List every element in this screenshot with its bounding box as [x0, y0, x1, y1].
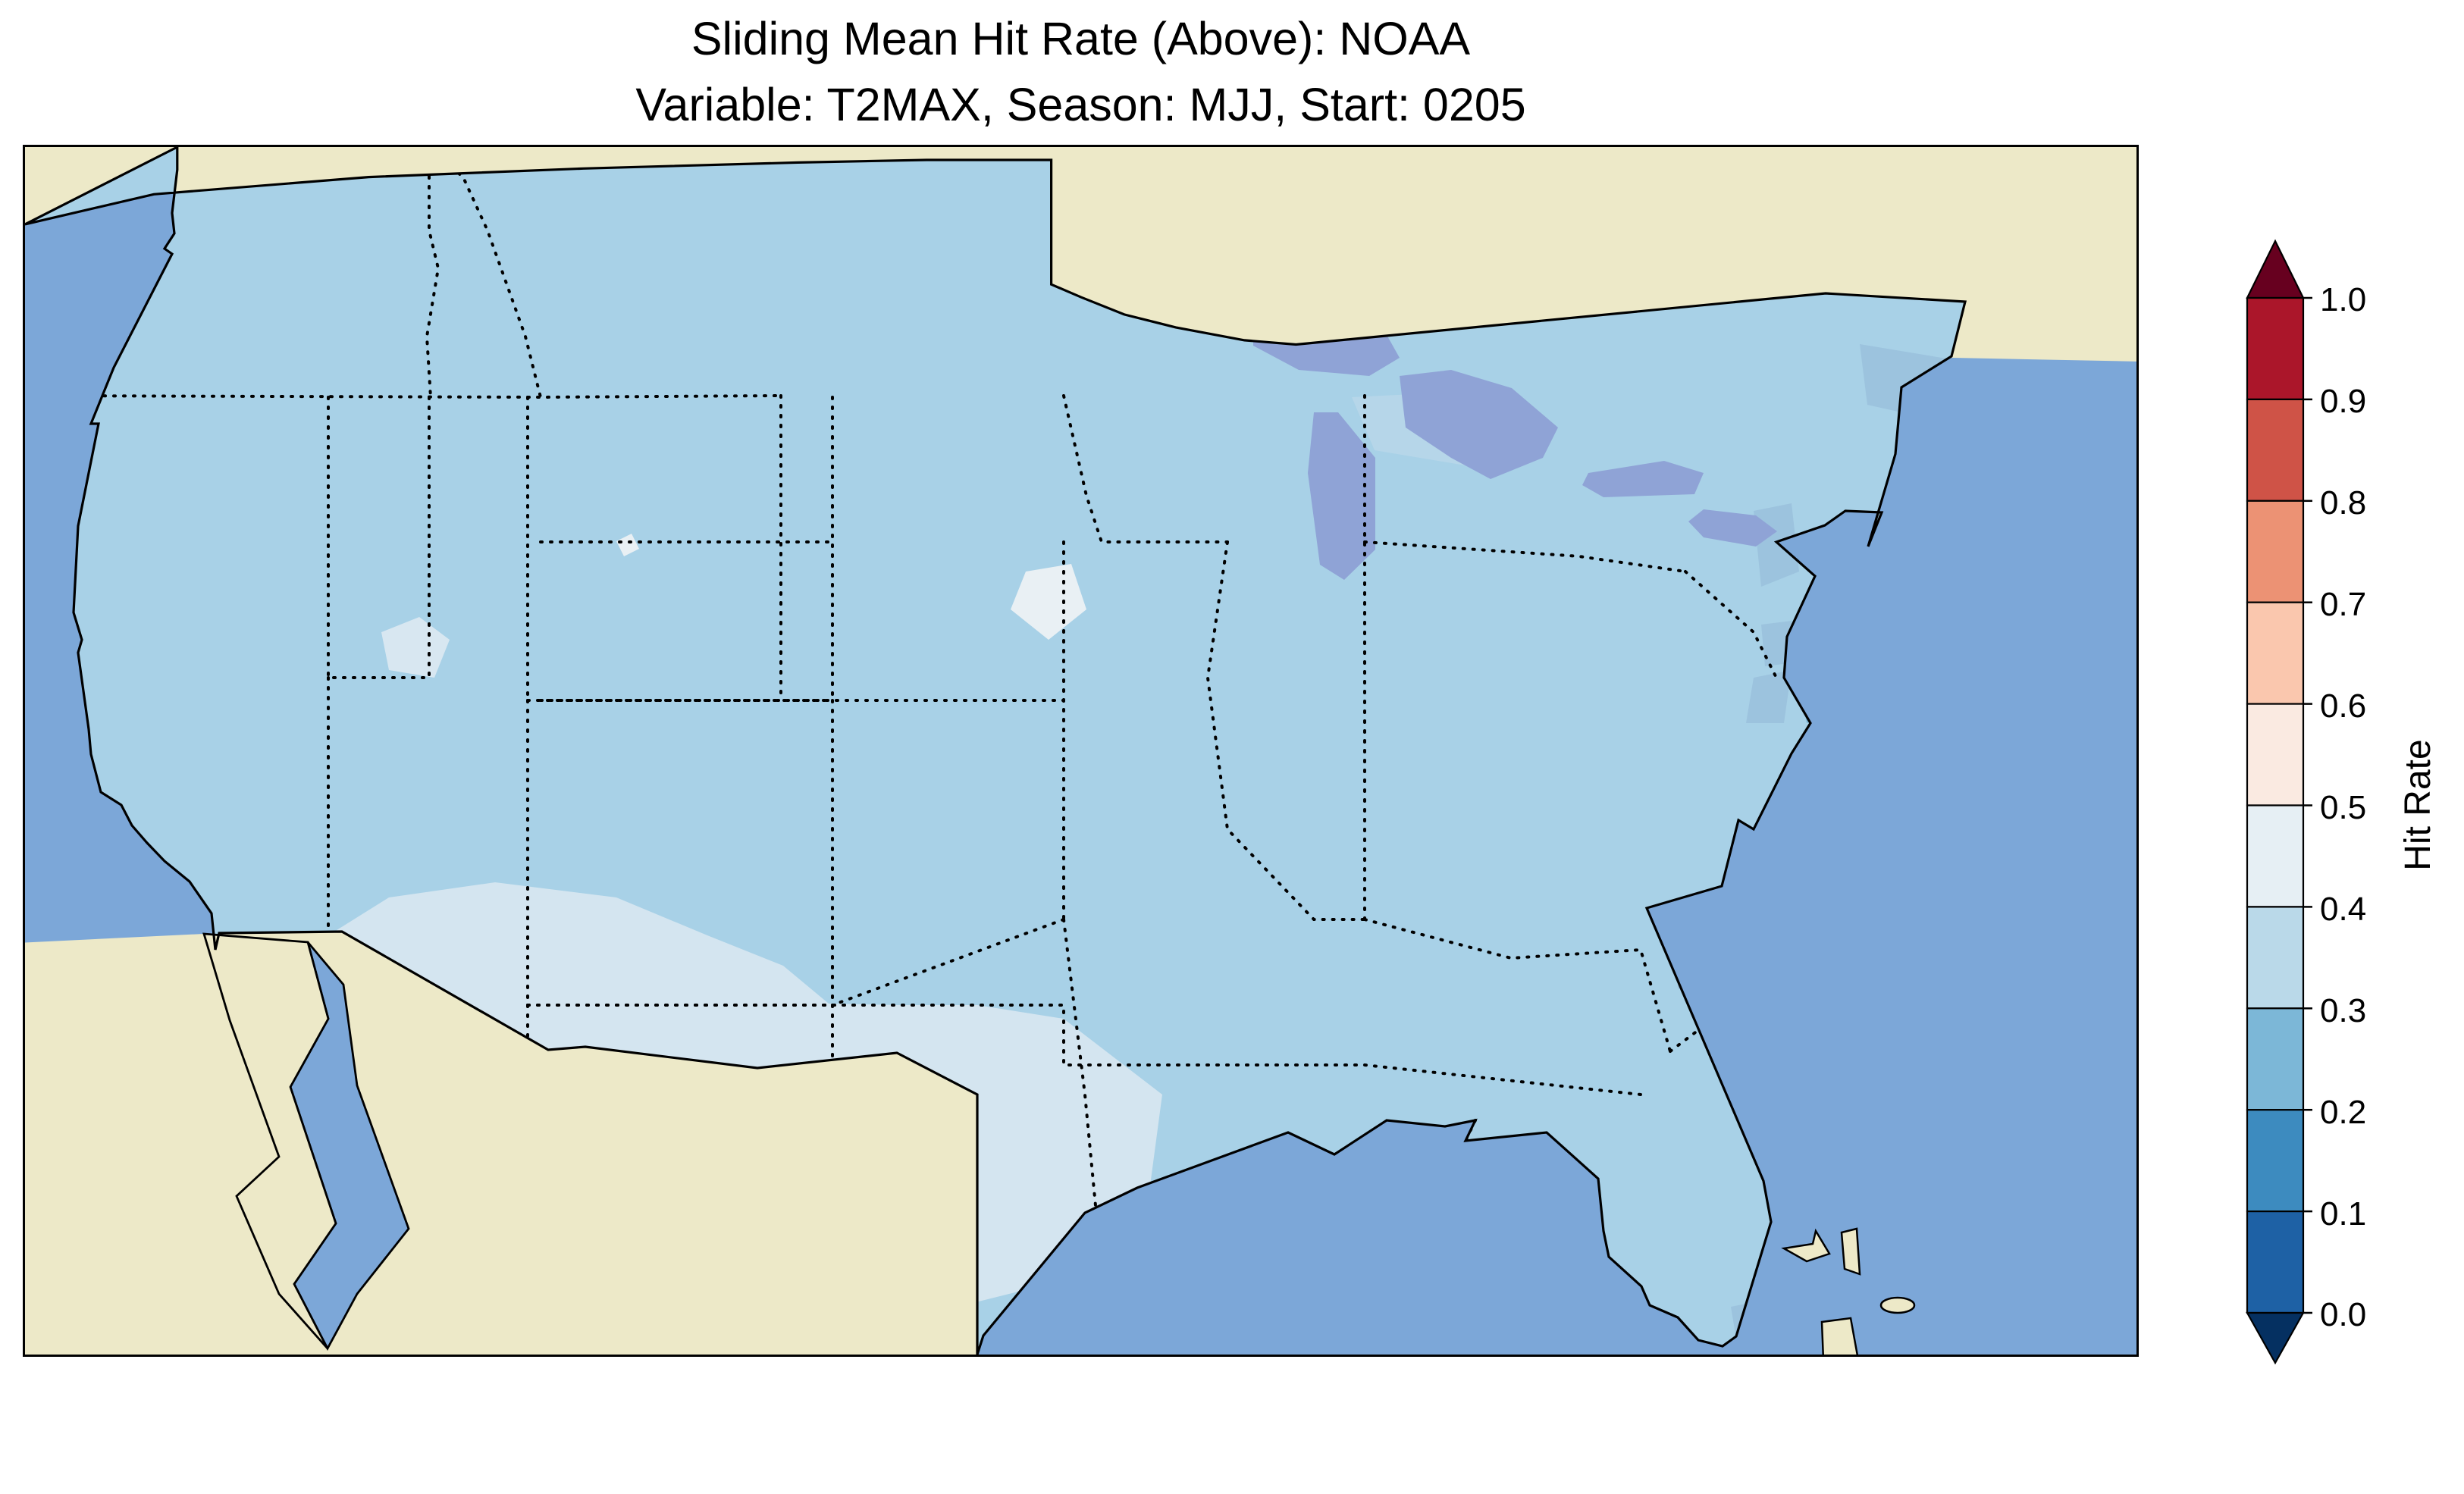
svg-text:1.0: 1.0: [2320, 281, 2366, 318]
svg-text:Hit Rate: Hit Rate: [2398, 739, 2438, 870]
svg-text:0.4: 0.4: [2320, 891, 2366, 928]
svg-text:0.1: 0.1: [2320, 1195, 2366, 1232]
svg-text:0.0: 0.0: [2320, 1296, 2366, 1333]
svg-text:0.8: 0.8: [2320, 484, 2366, 521]
svg-text:0.7: 0.7: [2320, 586, 2366, 623]
svg-text:0.9: 0.9: [2320, 383, 2366, 420]
svg-text:0.6: 0.6: [2320, 687, 2366, 725]
svg-text:0.2: 0.2: [2320, 1094, 2366, 1131]
svg-text:0.3: 0.3: [2320, 992, 2366, 1029]
svg-text:0.5: 0.5: [2320, 789, 2366, 826]
